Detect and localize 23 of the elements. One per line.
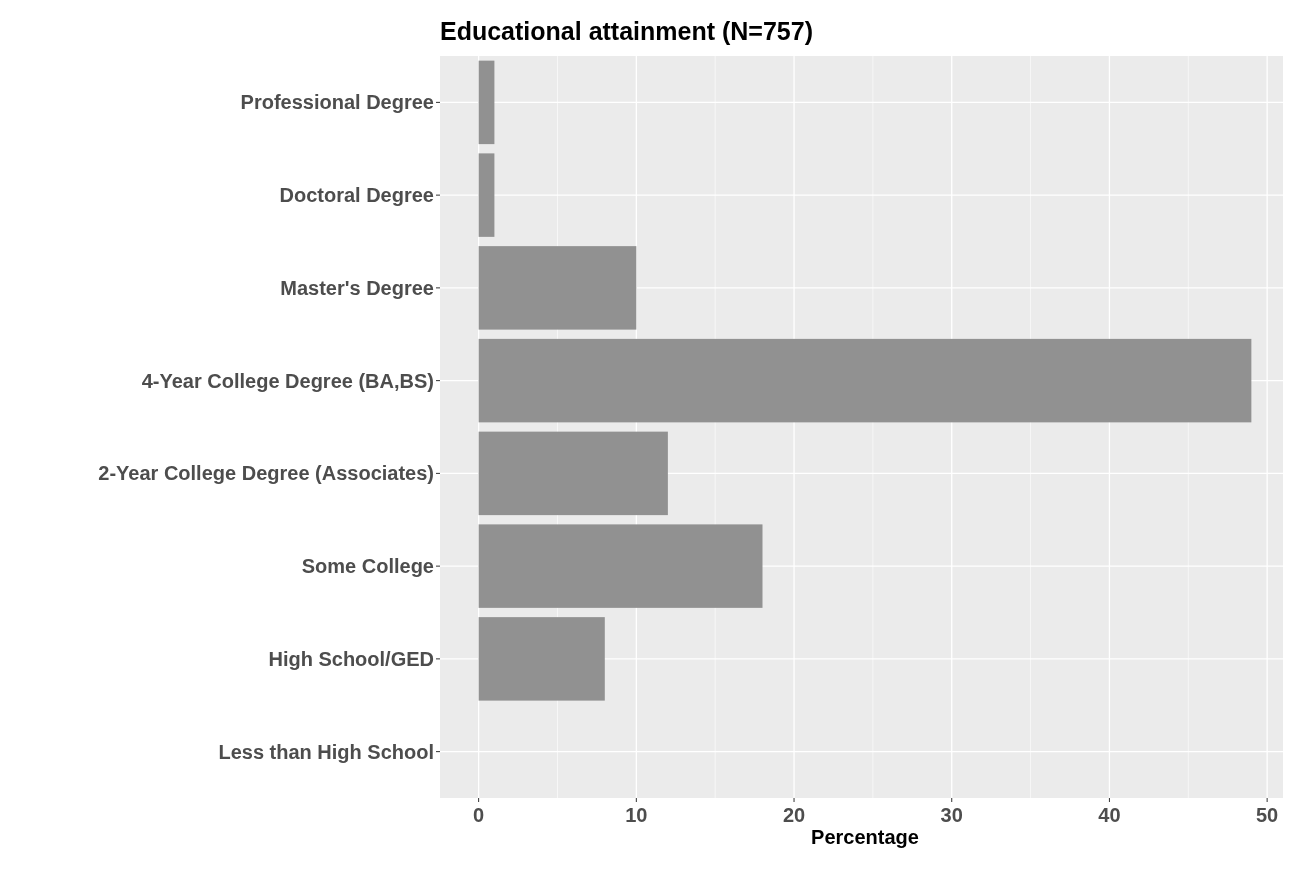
y-tick-label: Less than High School (218, 740, 434, 763)
x-tick-label: 10 (625, 804, 648, 826)
bar (478, 338, 1252, 423)
y-tick-label: 2-Year College Degree (Associates) (98, 462, 434, 485)
bar (478, 431, 668, 516)
y-tick-label: Doctoral Degree (279, 184, 434, 207)
bar (478, 246, 637, 330)
y-tick-label: Master's Degree (280, 276, 434, 299)
bar (478, 153, 495, 237)
bar (478, 524, 763, 608)
bar (478, 617, 605, 701)
y-tick-label: Some College (301, 555, 434, 578)
chart-title: Educational attainment (N=757) (440, 17, 813, 45)
x-tick-label: 40 (1098, 804, 1121, 826)
y-tick-label: Professional Degree (240, 91, 434, 114)
x-tick-label: 0 (473, 804, 485, 826)
x-tick-label: 20 (782, 804, 806, 826)
x-tick-label: 30 (940, 804, 963, 826)
x-axis-title: Percentage (811, 826, 919, 848)
bar (478, 60, 495, 145)
y-tick-label: High School/GED (268, 647, 434, 670)
x-tick-label: 50 (1256, 804, 1279, 826)
y-tick-label: 4-Year College Degree (BA,BS) (141, 369, 434, 392)
